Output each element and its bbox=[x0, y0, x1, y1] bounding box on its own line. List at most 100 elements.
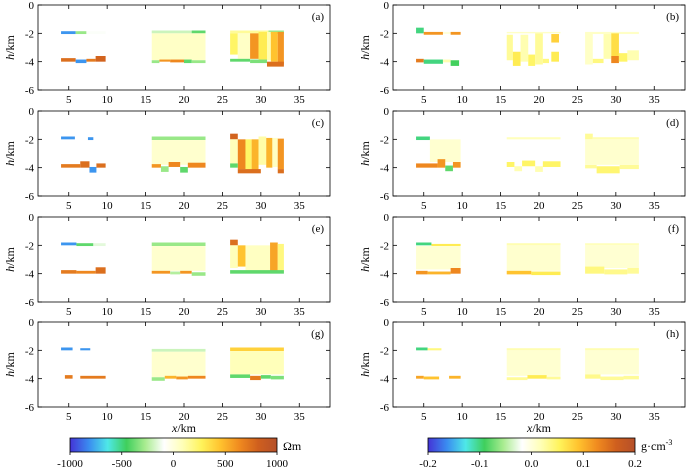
y-axis-label: h/km bbox=[358, 141, 372, 166]
x-tick-label: 30 bbox=[255, 200, 267, 212]
model-cell bbox=[416, 58, 424, 63]
model-cell bbox=[450, 60, 460, 66]
model-cell bbox=[258, 136, 267, 165]
y-tick-label: 0 bbox=[29, 212, 35, 224]
colorbar-tick-label: 1000 bbox=[266, 458, 289, 469]
model-cell bbox=[187, 162, 206, 168]
model-cell bbox=[151, 351, 206, 378]
model-cell bbox=[416, 347, 428, 351]
model-cell bbox=[237, 245, 246, 267]
model-cell bbox=[423, 376, 440, 380]
model-cell bbox=[427, 271, 451, 275]
model-cell bbox=[170, 271, 181, 275]
model-cell bbox=[86, 31, 106, 35]
model-cell bbox=[506, 162, 515, 167]
model-cell bbox=[527, 375, 547, 379]
model-cell bbox=[585, 33, 593, 65]
model-cell bbox=[535, 33, 543, 65]
y-tick-label: -4 bbox=[380, 374, 390, 386]
model-cell bbox=[245, 139, 252, 170]
model-cell bbox=[514, 166, 523, 172]
model-cell bbox=[258, 31, 267, 60]
model-cell bbox=[506, 243, 561, 246]
x-tick-label: 35 bbox=[649, 411, 661, 423]
colorbar-bar bbox=[427, 437, 636, 453]
panel-a: 5 10 15 20 25 30 35 0 -2 -4 -6 h/km (a) bbox=[3, 0, 331, 106]
panel-tag: (h) bbox=[666, 328, 679, 340]
y-tick-label: -6 bbox=[25, 191, 35, 203]
model-cell bbox=[506, 348, 561, 351]
x-tick-label: 15 bbox=[140, 306, 152, 318]
model-cell bbox=[75, 59, 87, 64]
x-tick-label: 35 bbox=[294, 94, 306, 106]
x-tick-label: 30 bbox=[610, 94, 622, 106]
model-cell bbox=[61, 242, 77, 246]
model-cell bbox=[522, 160, 536, 167]
model-cell bbox=[506, 245, 561, 271]
model-cell bbox=[535, 166, 543, 172]
model-cell bbox=[151, 270, 171, 274]
x-tick-label: 25 bbox=[572, 200, 584, 212]
model-cell bbox=[89, 166, 97, 173]
panel-d: 5 10 15 20 25 30 35 0 -2 -4 -6 h/km (d) bbox=[358, 106, 686, 212]
panel-e: 5 10 15 20 25 30 35 0 -2 -4 -6 h/km (e) bbox=[3, 212, 331, 318]
y-tick-label: -6 bbox=[380, 191, 390, 203]
x-tick-label: 5 bbox=[66, 200, 72, 212]
model-cell bbox=[585, 139, 639, 165]
model-cell bbox=[75, 31, 87, 35]
x-tick-label: 25 bbox=[572, 411, 584, 423]
x-tick-label: 35 bbox=[294, 306, 306, 318]
panel-tag: (f) bbox=[668, 223, 679, 235]
model-cell bbox=[237, 139, 246, 170]
y-tick-label: 0 bbox=[29, 317, 35, 329]
model-cell bbox=[266, 31, 271, 61]
model-cell bbox=[270, 242, 278, 273]
x-tick-label: 25 bbox=[217, 306, 229, 318]
model-cell bbox=[277, 169, 284, 174]
model-cell bbox=[270, 31, 278, 62]
x-tick-label: 20 bbox=[179, 411, 191, 423]
x-tick-label: 20 bbox=[534, 94, 546, 106]
model-cell bbox=[230, 239, 238, 246]
x-tick-label: 25 bbox=[572, 94, 584, 106]
model-cell bbox=[416, 270, 428, 275]
model-cell bbox=[86, 58, 96, 62]
model-cell bbox=[230, 163, 238, 168]
model-cell bbox=[542, 161, 561, 167]
model-cell bbox=[250, 59, 267, 64]
colorbar-tick-label: -0.1 bbox=[471, 458, 488, 469]
model-cell bbox=[416, 27, 424, 34]
model-cell bbox=[168, 162, 181, 167]
model-cell bbox=[611, 33, 619, 56]
panel-c: 5 10 15 20 25 30 35 0 -2 -4 -6 h/km (c) bbox=[3, 106, 331, 212]
model-cell bbox=[437, 159, 446, 168]
panel-h: 5 10 15 20 25 30 35 0 -2 -4 -6 h/km (h) x/km bbox=[358, 317, 686, 435]
model-cell bbox=[191, 272, 206, 276]
x-tick-label: 15 bbox=[495, 200, 507, 212]
y-axis-label: h/km bbox=[358, 352, 372, 377]
model-cell bbox=[61, 164, 81, 168]
model-cell bbox=[187, 375, 206, 379]
model-cell bbox=[585, 31, 639, 35]
model-cell bbox=[450, 268, 461, 274]
model-cell bbox=[151, 164, 161, 168]
x-tick-label: 35 bbox=[649, 94, 661, 106]
model-cell bbox=[542, 58, 549, 64]
x-tick-label: 15 bbox=[495, 94, 507, 106]
model-cell bbox=[429, 139, 461, 162]
model-cell bbox=[627, 50, 639, 61]
model-cell bbox=[164, 375, 177, 379]
model-cell bbox=[506, 377, 528, 381]
y-tick-label: 0 bbox=[384, 212, 390, 224]
x-tick-label: 5 bbox=[421, 411, 427, 423]
x-tick-label: 20 bbox=[534, 200, 546, 212]
y-tick-label: -6 bbox=[25, 85, 35, 97]
panel-tag: (e) bbox=[312, 223, 325, 235]
model-cell bbox=[272, 137, 278, 167]
model-cell bbox=[230, 139, 238, 164]
panel-tag: (c) bbox=[312, 117, 325, 129]
x-tick-label: 25 bbox=[217, 411, 229, 423]
colorbar-tick-label: -1000 bbox=[57, 458, 83, 469]
x-axis-label: x/km bbox=[171, 421, 197, 435]
